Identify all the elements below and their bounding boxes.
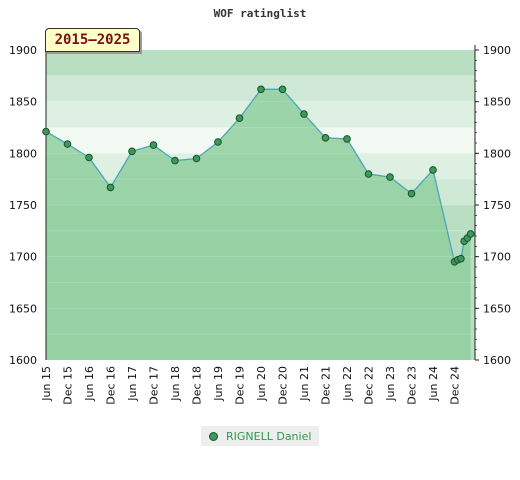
y-tick-label-right: 1900 <box>483 44 511 57</box>
x-tick-label: Dec 24 <box>449 366 462 405</box>
legend-label: RIGNELL Daniel <box>226 429 312 443</box>
x-tick-label: Dec 19 <box>234 366 247 405</box>
x-tick-label: Jun 18 <box>169 366 182 402</box>
x-tick-label: Dec 17 <box>148 366 161 405</box>
y-tick-label-right: 1800 <box>483 147 511 160</box>
y-tick-label-right: 1600 <box>483 354 511 367</box>
x-tick-label: Jun 15 <box>40 366 53 402</box>
rating-marker <box>386 173 394 181</box>
y-tick-label-left: 1900 <box>9 44 37 57</box>
y-tick-label-left: 1750 <box>9 199 37 212</box>
period-label: 2015–2025 <box>54 32 131 48</box>
rating-marker <box>106 183 115 192</box>
y-tick-label-right: 1700 <box>483 251 511 264</box>
rating-markers <box>42 85 475 266</box>
rating-marker <box>364 170 373 178</box>
x-tick-label: Dec 22 <box>363 366 376 405</box>
y-tick-label-left: 1650 <box>9 302 37 315</box>
gridlines <box>46 75 475 335</box>
y-tick-label-left: 1800 <box>9 147 37 160</box>
legend-marker-icon <box>209 431 218 441</box>
rating-area-fill <box>46 89 471 361</box>
x-tick-label: Jun 22 <box>341 366 354 402</box>
rating-marker <box>278 85 287 94</box>
x-tick-label: Dec 15 <box>62 366 75 405</box>
rating-marker <box>457 254 465 263</box>
rating-marker <box>192 154 201 163</box>
y-tick-label-left: 1850 <box>9 96 37 109</box>
rating-marker <box>214 138 222 146</box>
rating-marker <box>257 85 265 94</box>
x-tick-label: Dec 18 <box>191 366 204 405</box>
y-tick-label-left: 1700 <box>9 251 37 264</box>
y-axis-right-ticks: 1600 1650 1700 1750 1800 1850 1900 <box>475 44 511 367</box>
rating-marker <box>42 127 50 136</box>
rating-marker <box>235 114 244 122</box>
y-tick-label-right: 1750 <box>483 199 511 212</box>
x-tick-label: Dec 20 <box>277 366 290 405</box>
chart-title: WOF ratinglist <box>214 7 307 20</box>
x-tick-label: Jun 23 <box>384 366 397 402</box>
rating-marker <box>407 189 416 198</box>
rating-marker <box>85 153 93 162</box>
y-tick-label-right: 1650 <box>483 302 511 315</box>
rating-marker <box>149 141 158 149</box>
background-band <box>46 50 475 76</box>
y-axis-left-ticks: 1600 1650 1700 1750 1800 1850 1900 <box>9 44 37 367</box>
rating-marker <box>300 110 308 118</box>
x-tick-label: Jun 16 <box>83 366 96 402</box>
rating-marker <box>429 166 437 174</box>
rating-marker <box>128 147 136 156</box>
rating-marker <box>321 134 330 142</box>
legend[interactable]: RIGNELL Daniel <box>201 426 319 446</box>
x-tick-label: Dec 16 <box>105 366 118 405</box>
x-tick-label: Jun 17 <box>126 366 139 402</box>
y-tick-label-right: 1850 <box>483 96 511 109</box>
y-tick-label-left: 1600 <box>9 354 37 367</box>
x-tick-label: Jun 19 <box>212 366 225 402</box>
rating-marker <box>466 230 475 238</box>
x-tick-label: Jun 20 <box>255 366 268 402</box>
period-badge: 2015–2025 <box>45 28 140 52</box>
rating-marker <box>171 156 179 165</box>
x-tick-label: Jun 24 <box>427 366 440 402</box>
rating-marker <box>343 135 351 143</box>
axes <box>45 45 476 360</box>
x-tick-label: Dec 21 <box>320 366 333 405</box>
x-tick-label: Jun 21 <box>298 366 311 402</box>
x-tick-label: Dec 23 <box>406 366 419 405</box>
x-axis-ticks: Jun 15 Dec 15 Jun 16 Dec 16 Jun 17 Dec 17 Jun … <box>40 366 462 405</box>
rating-marker <box>63 140 72 148</box>
